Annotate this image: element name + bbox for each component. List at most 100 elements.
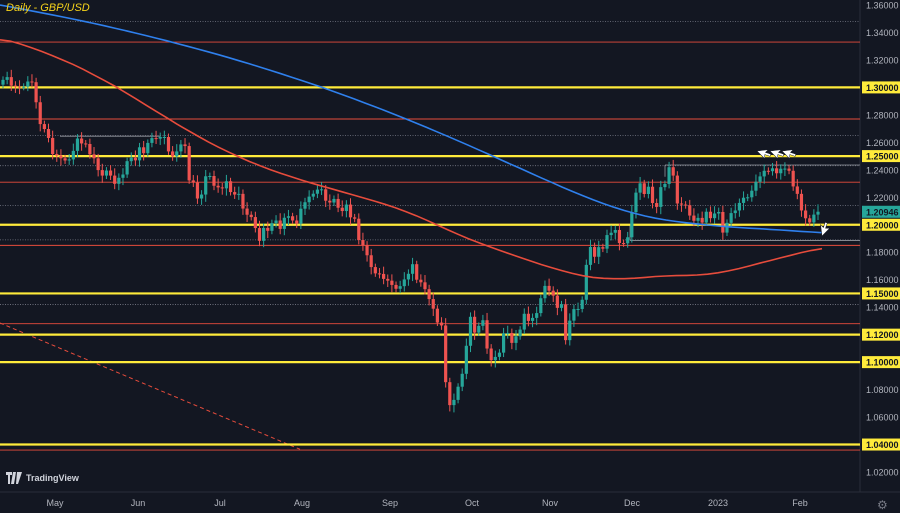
candle-body-62 — [257, 228, 262, 241]
time-axis-label-9: Feb — [792, 498, 808, 508]
candle-body-20 — [84, 143, 88, 145]
candle-body-136 — [564, 304, 568, 341]
settings-gear-icon[interactable]: ⚙ — [877, 498, 888, 512]
candle-body-70 — [290, 216, 295, 221]
candle-body-2 — [9, 77, 13, 86]
candle-body-113 — [468, 316, 473, 346]
candle-body-129 — [535, 313, 539, 318]
candle-body-58 — [241, 193, 245, 209]
candle-body-52 — [216, 185, 220, 188]
price-tag-bg-19 — [862, 438, 900, 451]
candle-body-78 — [324, 189, 328, 201]
time-axis-label-4: Sep — [382, 498, 398, 508]
candle-body-155 — [642, 183, 646, 194]
candle-body-102 — [423, 282, 427, 290]
candle-body-47 — [195, 182, 200, 199]
candle-body-121 — [501, 333, 506, 353]
candle-body-135 — [559, 304, 564, 308]
candle-body-190 — [787, 168, 791, 171]
candle-body-34 — [142, 147, 146, 154]
candle-body-164 — [679, 203, 684, 205]
candle-body-141 — [584, 264, 588, 300]
candle-body-77 — [319, 189, 324, 191]
time-axis-label-1: Jun — [131, 498, 146, 508]
candle-body-104 — [431, 299, 435, 309]
candle-body-143 — [592, 247, 597, 257]
candle-body-92 — [382, 273, 386, 279]
price-axis-label-7: 1.24000 — [866, 165, 899, 175]
candle-body-100 — [415, 264, 419, 280]
candle-body-48 — [199, 194, 204, 199]
candle-body-111 — [460, 373, 464, 387]
candle-body-174 — [721, 211, 725, 233]
candle-body-188 — [779, 168, 783, 174]
candle-body-153 — [634, 192, 638, 213]
candle-body-50 — [208, 176, 212, 178]
candle-body-18 — [75, 138, 80, 151]
candle-body-72 — [299, 208, 303, 224]
candle-body-89 — [369, 255, 373, 268]
candle-body-99 — [410, 264, 415, 274]
price-tag-bg-10 — [862, 218, 900, 231]
candle-body-80 — [332, 198, 336, 203]
price-axis-label-20: 1.02000 — [866, 468, 899, 478]
candle-body-21 — [88, 144, 92, 155]
candle-body-29 — [121, 174, 125, 178]
candle-body-195 — [808, 218, 812, 223]
candle-body-85 — [353, 217, 357, 219]
candle-body-66 — [274, 220, 278, 224]
candle-body-191 — [791, 170, 795, 187]
moving-average-fast — [0, 39, 823, 280]
candle-body-108 — [448, 382, 452, 406]
candle-body-173 — [717, 211, 721, 214]
candle-body-39 — [162, 136, 166, 138]
price-axis-label-3: 1.30000 — [866, 83, 899, 93]
price-axis-label-6: 1.25000 — [866, 152, 899, 162]
candle-body-144 — [597, 247, 601, 257]
candle-body-67 — [278, 220, 282, 229]
candle-body-128 — [530, 317, 535, 321]
candle-body-86 — [357, 218, 361, 241]
candle-body-176 — [729, 213, 733, 223]
candle-body-96 — [398, 286, 402, 289]
price-tag-bg-16 — [862, 356, 900, 369]
candle-body-81 — [336, 198, 340, 208]
moving-average-slow — [0, 4, 823, 234]
price-axis-label-16: 1.10000 — [866, 358, 899, 368]
candle-body-57 — [237, 193, 241, 195]
price-tag-bg-15 — [862, 328, 900, 341]
dashed-trendline — [0, 322, 301, 450]
candle-body-189 — [783, 168, 787, 170]
candle-body-179 — [741, 197, 746, 203]
candle-body-3 — [13, 85, 18, 87]
candle-body-119 — [493, 356, 497, 361]
candle-body-60 — [249, 214, 253, 218]
candle-body-147 — [609, 232, 613, 236]
candle-body-0 — [1, 79, 5, 85]
candle-body-185 — [766, 170, 770, 172]
candle-body-31 — [129, 157, 133, 162]
price-tag-bg-13 — [862, 287, 900, 300]
candle-body-197 — [816, 211, 820, 215]
price-axis-label-15: 1.12000 — [866, 330, 899, 340]
candle-body-187 — [775, 168, 779, 174]
candle-body-73 — [303, 202, 307, 209]
candle-body-168 — [696, 217, 700, 221]
candle-body-5 — [22, 86, 26, 88]
candle-body-114 — [473, 316, 477, 333]
candle-body-15 — [63, 158, 67, 161]
candle-body-55 — [228, 181, 233, 193]
candle-body-172 — [712, 213, 717, 219]
candle-body-192 — [795, 186, 799, 194]
price-axis-label-13: 1.15000 — [866, 289, 899, 299]
candle-body-90 — [373, 267, 377, 274]
candle-body-165 — [684, 204, 688, 206]
candle-body-44 — [183, 144, 187, 147]
price-axis-label-12: 1.16000 — [866, 275, 899, 285]
time-axis-label-8: 2023 — [708, 498, 728, 508]
candle-body-45 — [187, 146, 191, 181]
price-axis-label-17: 1.08000 — [866, 385, 899, 395]
candle-body-146 — [605, 235, 609, 249]
pointer-arrow-icon — [756, 149, 772, 160]
